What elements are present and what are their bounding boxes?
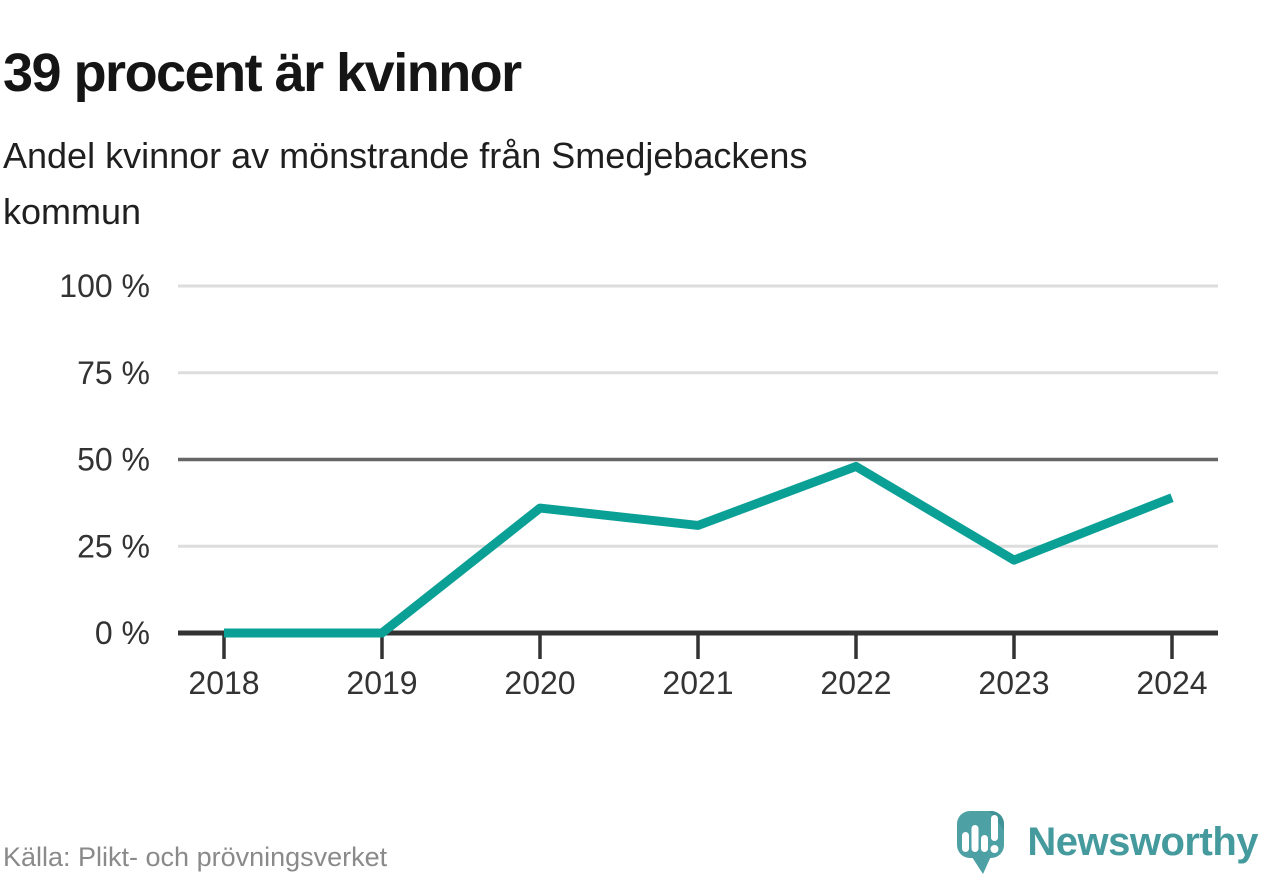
newsworthy-wordmark: Newsworthy: [1027, 820, 1258, 864]
x-tick-label-2019: 2019: [346, 665, 417, 701]
logo-bar-glyph: [990, 845, 999, 853]
logo-bar-glyph: [991, 815, 999, 841]
newsworthy-brand: Newsworthy: [949, 806, 1258, 879]
newsworthy-logo-icon: [957, 811, 1005, 874]
chart-title: 39 procent är kvinnor: [3, 43, 522, 104]
logo-bar-glyph: [981, 835, 989, 852]
x-tick-label-2023: 2023: [978, 665, 1049, 701]
logo-bar-glyph: [971, 825, 979, 852]
x-tick-label-2024: 2024: [1136, 665, 1207, 701]
x-tick-label-2021: 2021: [662, 665, 733, 701]
x-tick-label-2018: 2018: [188, 665, 259, 701]
source-note: Källa: Plikt- och prövningsverket: [3, 842, 388, 872]
y-tick-label-0: 0 %: [95, 615, 150, 651]
y-tick-label-25: 25 %: [77, 528, 150, 564]
logo-bubble-tail: [970, 854, 993, 874]
y-tick-label-75: 75 %: [77, 355, 150, 391]
chart-subtitle: Andel kvinnor av mönstrande från Smedjeb…: [3, 135, 808, 232]
x-tick-label-2020: 2020: [504, 665, 575, 701]
data-line-andel-kvinnor-av-mönstrande: [224, 461, 1174, 638]
x-tick-label-2022: 2022: [820, 665, 891, 701]
logo-bar-glyph: [962, 832, 970, 852]
y-tick-label-100: 100 %: [59, 268, 150, 304]
y-tick-label-50: 50 %: [77, 442, 150, 478]
